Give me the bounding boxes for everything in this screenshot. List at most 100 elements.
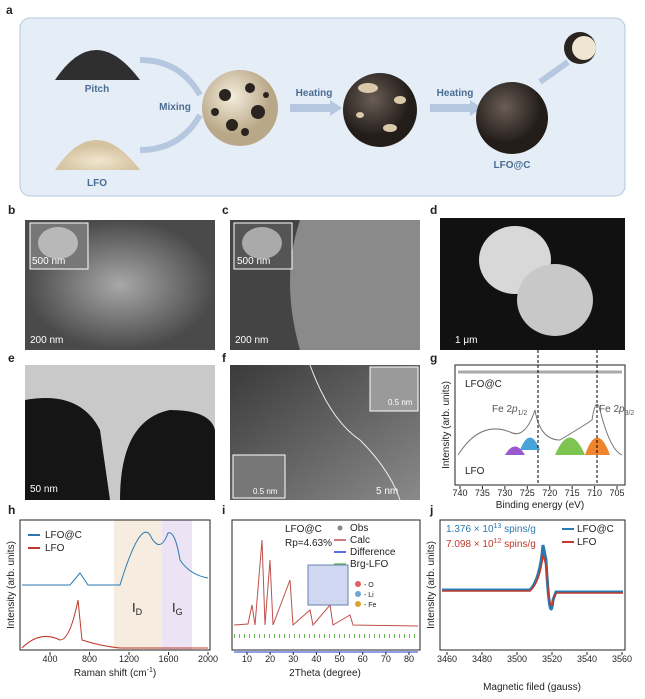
heating-label: Heating xyxy=(437,88,474,99)
panel-e: e 50 nm xyxy=(8,351,215,500)
arrow xyxy=(139,113,203,153)
sample-label: LFO@C xyxy=(285,524,322,535)
curve xyxy=(21,599,208,649)
legend-label: Difference xyxy=(350,547,396,558)
x-tick-label: 80 xyxy=(404,654,414,664)
curve xyxy=(442,544,623,611)
lfo-pile xyxy=(55,140,140,170)
panel-b: b 500 nm 200 nm xyxy=(8,203,215,350)
peak-label: Fe 2p1/2 xyxy=(492,404,527,417)
x-tick-label: 3520 xyxy=(542,654,562,664)
x-tick-label: 715 xyxy=(565,488,580,498)
plot-frame xyxy=(454,364,626,486)
x-tick-label: 725 xyxy=(520,488,535,498)
x-tick-label: 3560 xyxy=(612,654,632,664)
band-label: IG xyxy=(172,600,183,617)
panel-c: c 500 nm 200 nm xyxy=(222,203,420,350)
inset xyxy=(369,366,419,412)
scale-label: 5 nm xyxy=(376,486,398,497)
panel-label: f xyxy=(222,351,227,365)
series-label: LFO@C xyxy=(465,379,502,390)
pitch-pile xyxy=(55,50,140,80)
particle xyxy=(517,264,593,336)
spins-label: 7.098 × 1012 spins/g xyxy=(446,538,536,550)
curve xyxy=(22,531,209,586)
x-tick-label: 20 xyxy=(265,654,275,664)
particle xyxy=(25,398,110,500)
y-label: Intensity (arb. units) xyxy=(6,541,17,629)
pitch-label: Pitch xyxy=(85,84,109,95)
x-tick-label: 1200 xyxy=(119,654,139,664)
particle xyxy=(242,227,282,259)
mixed-sphere xyxy=(202,70,278,146)
y-label: Intensity (arb. units) xyxy=(426,541,437,629)
mixing-label: Mixing xyxy=(159,102,191,113)
x-tick-label: 3500 xyxy=(507,654,527,664)
curve xyxy=(457,403,623,456)
fit-peak xyxy=(555,437,585,455)
plot-frame xyxy=(439,519,626,651)
band-label: ID xyxy=(132,600,143,617)
legend-label: LFO xyxy=(45,543,65,554)
atom-swatch xyxy=(355,581,361,587)
scale-label: 1 μm xyxy=(455,335,477,346)
x-label: 2Theta (degree) xyxy=(289,668,361,679)
spots xyxy=(356,83,406,132)
atom-swatch xyxy=(355,591,361,597)
sphere-core xyxy=(572,36,596,60)
rp-label: Rp=4.63% xyxy=(285,538,332,549)
atom-label: - Li xyxy=(364,592,374,599)
arrow-head xyxy=(470,100,482,116)
x-label: Raman shift (cm-1) xyxy=(74,667,156,679)
atom-label: - Fe xyxy=(364,602,377,609)
legend-label: Calc xyxy=(350,535,370,546)
x-tick-label: 400 xyxy=(42,654,57,664)
panel-f: f 0.5 nm 0.5 nm 5 nm xyxy=(222,351,420,501)
legend-label: Brg-LFO xyxy=(350,559,389,570)
panel-label: b xyxy=(8,203,15,217)
arrow-head xyxy=(330,100,342,116)
panel-label: d xyxy=(430,203,437,217)
g-band-region xyxy=(162,520,192,650)
x-tick-label: 3460 xyxy=(437,654,457,664)
fit-peak xyxy=(520,437,540,450)
lfo-c-sphere xyxy=(476,82,548,154)
series-label: LFO xyxy=(465,466,485,477)
x-tick-label: 705 xyxy=(609,488,624,498)
x-tick-label: 50 xyxy=(335,654,345,664)
scale-label: 200 nm xyxy=(235,335,268,346)
panel-i: i LFO@C Rp=4.63% ObsCalcDifferenceBrg-LF… xyxy=(222,503,421,679)
x-tick-label: 720 xyxy=(542,488,557,498)
scale-label: 200 nm xyxy=(30,335,63,346)
panel-label: c xyxy=(222,203,229,217)
spins-label: 1.376 × 1013 spins/g xyxy=(446,523,536,535)
legend-label: LFO xyxy=(577,537,597,548)
panel-a: a Pitch LFO Mixing Heating Heating LFO@C xyxy=(6,3,626,197)
x-tick-label: 800 xyxy=(82,654,97,664)
lfo-label: LFO xyxy=(87,178,107,189)
x-tick-label: 3540 xyxy=(577,654,597,664)
inset xyxy=(232,454,286,499)
panel-label: j xyxy=(429,503,433,517)
product-label: LFO@C xyxy=(494,160,531,171)
x-tick-label: 710 xyxy=(587,488,602,498)
fit-peak xyxy=(505,446,525,455)
scale-label: 0.5 nm xyxy=(253,487,278,496)
x-tick-label: 3480 xyxy=(472,654,492,664)
x-tick-label: 10 xyxy=(242,654,252,664)
curve xyxy=(233,539,419,627)
x-tick-label: 40 xyxy=(311,654,321,664)
panel-label: a xyxy=(6,3,13,17)
arrow xyxy=(139,57,203,97)
x-tick-label: 730 xyxy=(497,488,512,498)
panel-g: g LFO@C LFO Fe 2p1/2 Fe 2p3/2 Intensity … xyxy=(430,350,634,511)
x-tick-label: 735 xyxy=(475,488,490,498)
legend-label: Obs xyxy=(350,523,368,534)
atom-swatch xyxy=(355,601,361,607)
curve xyxy=(442,554,623,607)
x-tick-label: 2000 xyxy=(198,654,218,664)
boundary xyxy=(309,364,401,501)
x-tick-label: 70 xyxy=(381,654,391,664)
atom-label: - O xyxy=(364,582,374,589)
